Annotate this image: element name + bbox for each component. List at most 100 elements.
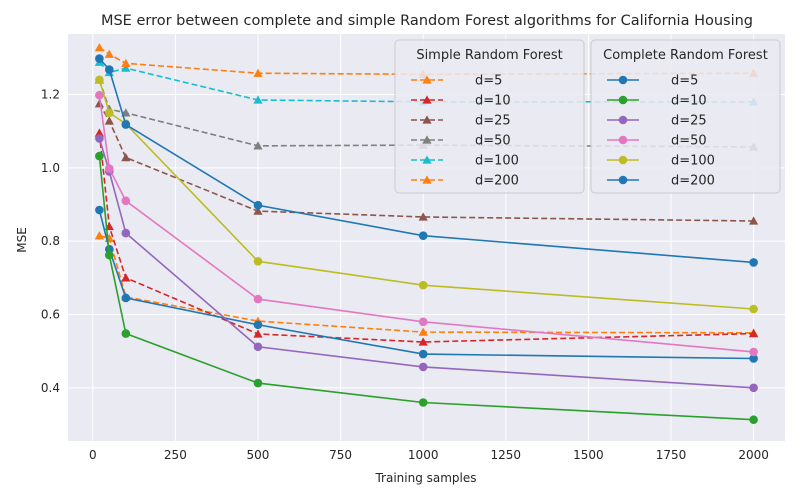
series-line	[98, 132, 754, 343]
legend-entry[interactable]: d=25	[607, 114, 707, 129]
legend-entry[interactable]: d=100	[607, 154, 715, 169]
series-line	[98, 103, 754, 222]
data-point	[253, 294, 263, 304]
legend-label: d=200	[475, 174, 519, 189]
data-point	[105, 250, 114, 260]
legend-label: d=25	[475, 114, 511, 129]
legend-entry[interactable]: d=50	[411, 134, 511, 149]
x-tick-label: 1000	[408, 448, 439, 462]
data-point	[121, 58, 131, 68]
data-point	[253, 257, 263, 266]
data-point	[418, 280, 428, 290]
data-point	[105, 108, 114, 118]
data-point	[253, 141, 263, 150]
y-tick-label: 1.0	[41, 161, 60, 175]
legend-marker	[618, 175, 628, 185]
legend-title: Simple Random Forest	[416, 48, 562, 63]
data-point	[253, 378, 263, 388]
x-tick-label: 1250	[491, 448, 522, 462]
series-line	[99, 234, 754, 334]
legend-entry[interactable]: d=200	[607, 174, 715, 189]
legend-entry[interactable]: d=100	[411, 154, 519, 169]
legends[interactable]: Simple Random Forest d=5 d=10 d=25 d=50 d=100…	[394, 39, 781, 194]
legend-entry[interactable]: d=5	[411, 74, 502, 89]
y-tick-label: 0.8	[41, 234, 60, 248]
data-point	[253, 342, 263, 352]
legend-marker	[422, 95, 432, 104]
data-point	[121, 152, 131, 162]
x-tick-label: 250	[164, 448, 187, 462]
legend-label: d=5	[671, 74, 698, 89]
chart-title: MSE error between complete and simple Ra…	[101, 13, 753, 29]
legend-simple-random-forest[interactable]: Simple Random Forest d=5 d=10 d=25 d=50 d=100…	[394, 39, 585, 194]
complete-series-d-100	[95, 75, 758, 314]
data-point	[418, 362, 428, 372]
data-point	[104, 49, 114, 58]
data-point	[418, 231, 428, 240]
legend-label: d=100	[475, 154, 519, 169]
data-point	[121, 228, 131, 238]
y-axis: 0.4 0.6 0.8 1.0 1.2	[41, 88, 60, 395]
legend-label: d=200	[671, 174, 715, 189]
data-point	[253, 320, 263, 330]
data-point	[121, 63, 131, 72]
data-point	[95, 134, 104, 143]
legend-entry[interactable]: d=10	[411, 94, 511, 109]
data-point	[121, 120, 131, 129]
legend-frame	[590, 39, 781, 194]
x-tick-label: 1750	[656, 448, 687, 462]
y-tick-label: 1.2	[41, 88, 60, 102]
legend-marker	[618, 75, 628, 85]
data-point	[418, 349, 428, 359]
data-point	[749, 216, 759, 225]
data-point	[95, 90, 104, 100]
data-point	[94, 42, 104, 52]
data-point	[121, 196, 131, 206]
legend-entry[interactable]: d=25	[411, 114, 511, 129]
x-tick-label: 1500	[573, 448, 604, 462]
data-point	[418, 337, 428, 346]
legend-label: d=100	[671, 154, 715, 169]
data-point	[121, 329, 131, 338]
legend-marker	[618, 135, 628, 145]
data-point	[253, 206, 263, 215]
data-point	[95, 54, 104, 63]
y-tick-label: 0.4	[41, 381, 60, 395]
legend-title: Complete Random Forest	[603, 48, 768, 63]
data-point	[95, 75, 104, 85]
legend-entry[interactable]: d=5	[607, 74, 698, 89]
complete-series-d-200	[95, 54, 758, 267]
legend-entry[interactable]: d=50	[607, 134, 707, 149]
legend-label: d=25	[671, 114, 707, 129]
data-point	[749, 304, 758, 314]
legend-entry[interactable]: d=200	[411, 174, 519, 189]
legend-marker	[618, 155, 628, 165]
data-point	[105, 164, 114, 173]
x-axis: 0 250 500 750 1000 1250 1500 1750 2000	[89, 448, 769, 462]
y-axis-label: MSE	[15, 227, 29, 253]
data-point	[749, 383, 758, 393]
data-point	[749, 415, 758, 425]
data-point	[94, 231, 104, 240]
series-layer	[94, 42, 759, 425]
legend-label: d=10	[475, 94, 511, 109]
data-point	[105, 65, 114, 74]
data-point	[253, 95, 263, 104]
data-point	[749, 328, 759, 338]
data-point	[749, 354, 758, 363]
legend-marker	[422, 115, 432, 124]
legend-complete-random-forest[interactable]: Complete Random Forest d=5 d=10 d=25 d=50 d=1…	[590, 39, 781, 194]
data-point	[418, 327, 428, 336]
legend-marker	[422, 75, 432, 84]
data-point	[418, 212, 428, 221]
complete-series-d-10	[95, 151, 758, 425]
data-point	[121, 293, 131, 303]
legend-label: d=5	[475, 74, 502, 89]
legend-marker	[422, 155, 432, 164]
legend-marker	[422, 135, 432, 144]
x-axis-label: Training samples	[374, 471, 476, 485]
legend-entry[interactable]: d=10	[607, 94, 707, 109]
y-tick-label: 0.6	[41, 308, 60, 322]
data-point	[253, 200, 263, 210]
